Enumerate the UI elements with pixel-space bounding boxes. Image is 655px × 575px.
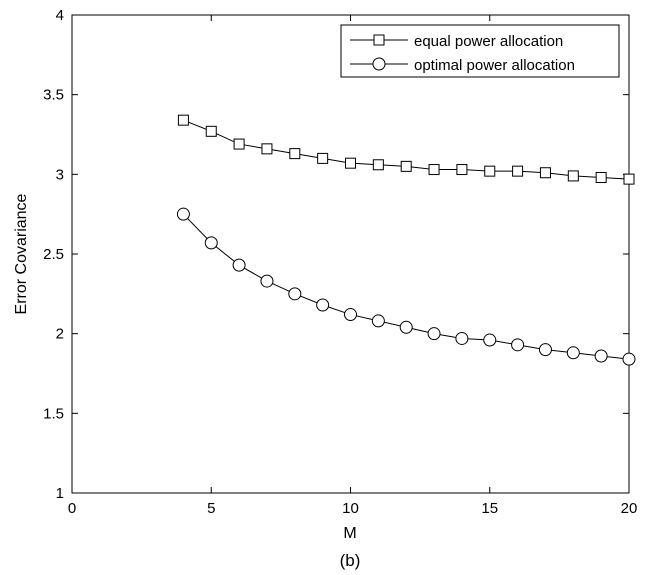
data-point-circle [204, 236, 218, 250]
data-point-square [177, 114, 189, 126]
data-point-circle [371, 314, 385, 328]
data-point-circle [399, 320, 413, 334]
legend-marker-square [373, 34, 385, 46]
data-point-square [317, 152, 329, 164]
y-tick-label: 3.5 [43, 87, 64, 104]
data-point-square [345, 157, 356, 169]
y-tick-label: 4 [56, 7, 64, 24]
y-tick-label: 3 [56, 166, 64, 183]
x-tick-label: 5 [207, 500, 215, 517]
figure-caption: (b) [340, 551, 361, 570]
data-point-circle [260, 274, 274, 288]
plot-area [71, 14, 630, 494]
data-point-square [289, 148, 301, 160]
data-point-square [456, 164, 468, 176]
x-tick-label: 0 [68, 500, 76, 517]
x-axis-label: M [343, 525, 356, 542]
data-point-circle [232, 258, 246, 272]
x-axis-ticks: 0 5 10 15 20 [68, 15, 638, 517]
data-point-square [539, 167, 551, 179]
data-point-circle [622, 352, 636, 366]
data-point-square [595, 172, 607, 184]
data-point-circle [594, 349, 608, 363]
x-tick-label: 10 [342, 500, 359, 517]
legend-marker-circle [372, 57, 386, 71]
data-point-circle [538, 343, 552, 357]
data-point-square [428, 164, 440, 176]
data-point-square [372, 159, 384, 171]
legend-box [340, 24, 620, 78]
data-point-square [261, 143, 273, 155]
data-point-square [484, 165, 496, 177]
y-tick-label: 2.5 [43, 246, 64, 263]
y-tick-label: 2 [56, 326, 64, 343]
legend-label-optimal: optimal power allocation [414, 57, 575, 74]
x-tick-label: 20 [621, 500, 638, 517]
data-point-circle [566, 346, 580, 360]
data-point-circle [427, 327, 441, 341]
y-axis-label: Error Covariance [13, 193, 30, 314]
series-optimal-power [176, 207, 636, 366]
data-point-square [512, 165, 524, 177]
data-point-circle [344, 308, 357, 322]
data-point-circle [511, 338, 525, 352]
x-tick-label: 15 [481, 500, 498, 517]
series-layer [176, 114, 636, 366]
series-equal-power [177, 114, 635, 185]
y-tick-label: 1.5 [43, 405, 64, 422]
legend: equal power allocation optimal power all… [340, 24, 620, 78]
data-point-circle [455, 331, 469, 345]
data-point-square [233, 138, 245, 150]
data-point-circle [288, 287, 302, 301]
data-point-circle [483, 333, 497, 347]
data-point-square [205, 125, 217, 137]
data-point-circle [176, 207, 190, 221]
y-tick-label: 1 [56, 485, 64, 502]
legend-label-equal: equal power allocation [414, 33, 563, 50]
data-point-circle [316, 298, 330, 312]
data-point-square [623, 173, 635, 185]
data-point-square [567, 170, 579, 182]
y-axis-ticks: 1 1.5 2 2.5 3 3.5 4 [43, 7, 629, 502]
data-point-square [400, 160, 412, 172]
